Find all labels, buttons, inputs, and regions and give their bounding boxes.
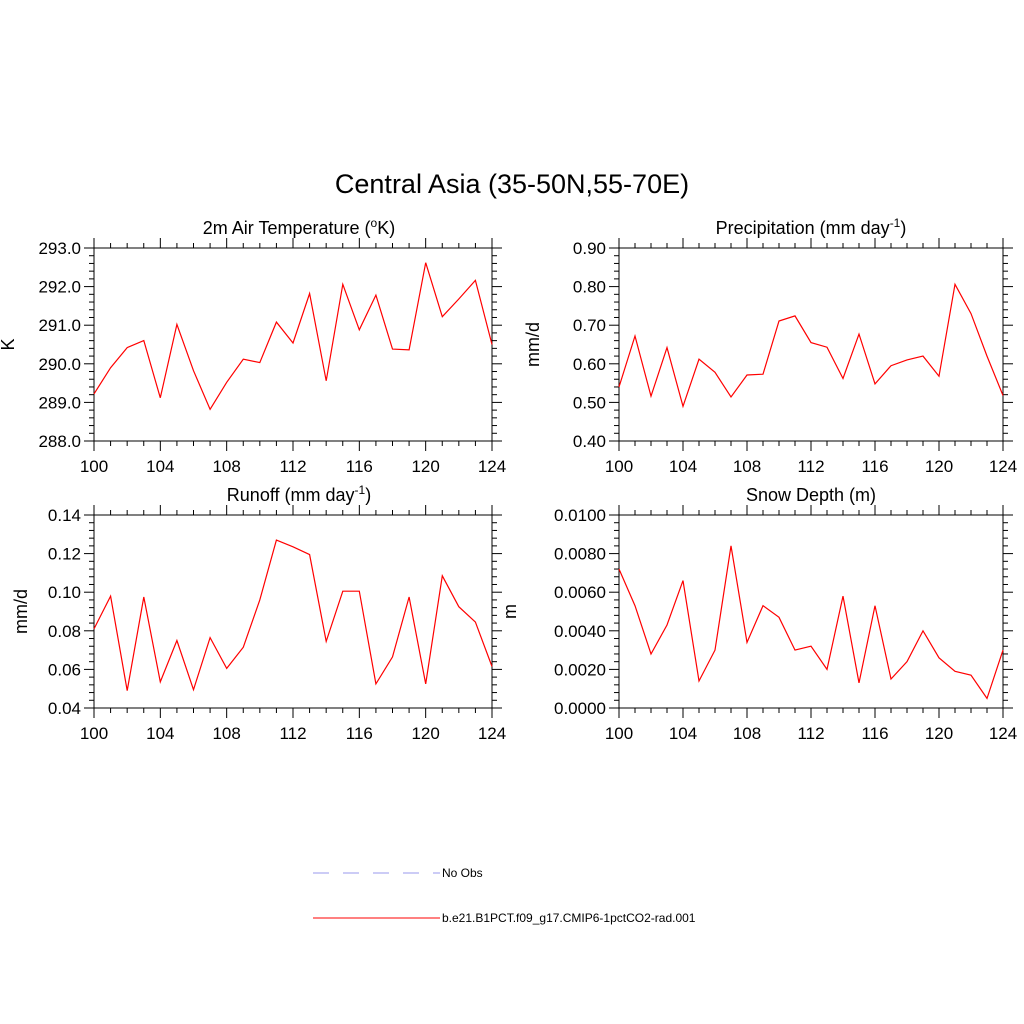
x-tick-label: 120 — [411, 457, 439, 476]
y-tick-label: 292.0 — [38, 278, 81, 297]
y-tick-label: 0.90 — [573, 239, 606, 258]
panel-title: 2m Air Temperature (oK) — [203, 216, 395, 238]
y-tick-label: 0.10 — [48, 583, 81, 602]
panel-title: Precipitation (mm day-1) — [716, 216, 907, 238]
x-tick-label: 124 — [989, 457, 1017, 476]
y-tick-label: 0.0020 — [554, 660, 606, 679]
panel-title-text: 2m Air Temperature ( — [203, 218, 371, 238]
y-tick-label: 289.0 — [38, 393, 81, 412]
legend-label-no-obs: No Obs — [442, 866, 483, 880]
legend: No Obs b.e21.B1PCT.f09_g17.CMIP6-1pctCO2… — [313, 866, 696, 925]
x-tick-label: 124 — [989, 724, 1017, 743]
plot-frame — [93, 247, 493, 442]
x-tick-label: 124 — [478, 724, 506, 743]
x-tick-label: 100 — [80, 457, 108, 476]
panel-title-text: Snow Depth (m) — [746, 485, 876, 505]
x-tick-label: 100 — [80, 724, 108, 743]
panel-title-superscript: o — [371, 216, 378, 230]
y-tick-label: 0.12 — [48, 545, 81, 564]
x-tick-label: 100 — [605, 724, 633, 743]
figure-title: Central Asia (35-50N,55-70E) — [335, 169, 689, 199]
x-tick-label: 100 — [605, 457, 633, 476]
x-tick-label: 116 — [861, 457, 888, 476]
series-line — [618, 282, 1004, 409]
x-tick-label: 108 — [212, 457, 240, 476]
y-tick-label: 291.0 — [38, 316, 81, 335]
y-tick-label: 288.0 — [38, 432, 81, 451]
y-tick-label: 0.0060 — [554, 583, 606, 602]
series-line — [93, 539, 493, 692]
x-tick-label: 112 — [797, 457, 824, 476]
legend-entry-model: b.e21.B1PCT.f09_g17.CMIP6-1pctCO2-rad.00… — [313, 911, 696, 925]
x-tick-label: 108 — [212, 724, 240, 743]
x-tick-label: 104 — [669, 724, 697, 743]
legend-entry-no-obs: No Obs — [313, 866, 483, 880]
legend-label-model: b.e21.B1PCT.f09_g17.CMIP6-1pctCO2-rad.00… — [442, 911, 696, 925]
y-axis-label: K — [0, 338, 18, 350]
x-tick-label: 120 — [925, 724, 953, 743]
y-tick-label: 293.0 — [38, 239, 81, 258]
y-axis-label: mm/d — [11, 589, 31, 634]
plot-frame — [93, 514, 493, 709]
x-tick-label: 124 — [478, 457, 506, 476]
y-tick-label: 0.0100 — [554, 506, 606, 525]
y-tick-label: 0.50 — [573, 393, 606, 412]
panel-title-tail: ) — [900, 218, 906, 238]
plot-frame — [618, 247, 1004, 442]
panel-title-text: Runoff (mm day — [227, 485, 355, 505]
panel-title-superscript: -1 — [355, 483, 366, 497]
panel-precipitation: Precipitation (mm day-1) mm/d 100 104 108 112… — [523, 216, 1017, 476]
y-tick-label: 290.0 — [38, 355, 81, 374]
plot-frame — [618, 514, 1004, 709]
y-tick-label: 0.60 — [573, 355, 606, 374]
y-tick-label: 0.06 — [48, 660, 81, 679]
series-line — [93, 262, 493, 411]
panel-air-temperature: 2m Air Temperature (oK) K 100 104 108 112 116 1… — [0, 216, 506, 476]
x-tick-label: 116 — [346, 457, 373, 476]
x-tick-label: 108 — [733, 457, 761, 476]
y-tick-label: 0.0080 — [554, 545, 606, 564]
panel-runoff: Runoff (mm day-1) mm/d 100 104 108 112 116 120 1… — [11, 483, 506, 743]
x-tick-label: 116 — [346, 724, 373, 743]
y-tick-label: 0.40 — [573, 432, 606, 451]
x-tick-label: 104 — [146, 724, 174, 743]
x-tick-label: 104 — [146, 457, 174, 476]
y-tick-label: 0.80 — [573, 278, 606, 297]
y-tick-label: 0.08 — [48, 622, 81, 641]
panel-title-tail: K) — [377, 218, 395, 238]
y-tick-label: 0.70 — [573, 316, 606, 335]
y-tick-label: 0.0000 — [554, 699, 606, 718]
panel-title-superscript: -1 — [890, 216, 901, 230]
y-axis-label: m — [500, 604, 520, 619]
x-tick-label: 112 — [797, 724, 824, 743]
panel-snow-depth: Snow Depth (m) m 100 104 108 112 116 120 124 0.00… — [500, 485, 1017, 743]
series-line — [618, 545, 1004, 700]
y-tick-label: 0.14 — [48, 506, 81, 525]
panel-title-text: Precipitation (mm day — [716, 218, 890, 238]
panel-title: Snow Depth (m) — [746, 485, 876, 505]
y-tick-label: 0.04 — [48, 699, 81, 718]
x-tick-label: 112 — [279, 457, 306, 476]
y-axis-label: mm/d — [523, 322, 543, 367]
panel-title: Runoff (mm day-1) — [227, 483, 371, 505]
x-tick-label: 108 — [733, 724, 761, 743]
x-tick-label: 116 — [861, 724, 888, 743]
x-tick-label: 120 — [411, 724, 439, 743]
x-tick-label: 104 — [669, 457, 697, 476]
x-tick-label: 120 — [925, 457, 953, 476]
y-tick-label: 0.0040 — [554, 622, 606, 641]
panel-title-tail: ) — [365, 485, 371, 505]
x-tick-label: 112 — [279, 724, 306, 743]
panels: 2m Air Temperature (oK) K 100 104 108 112 116 1… — [0, 216, 1017, 743]
